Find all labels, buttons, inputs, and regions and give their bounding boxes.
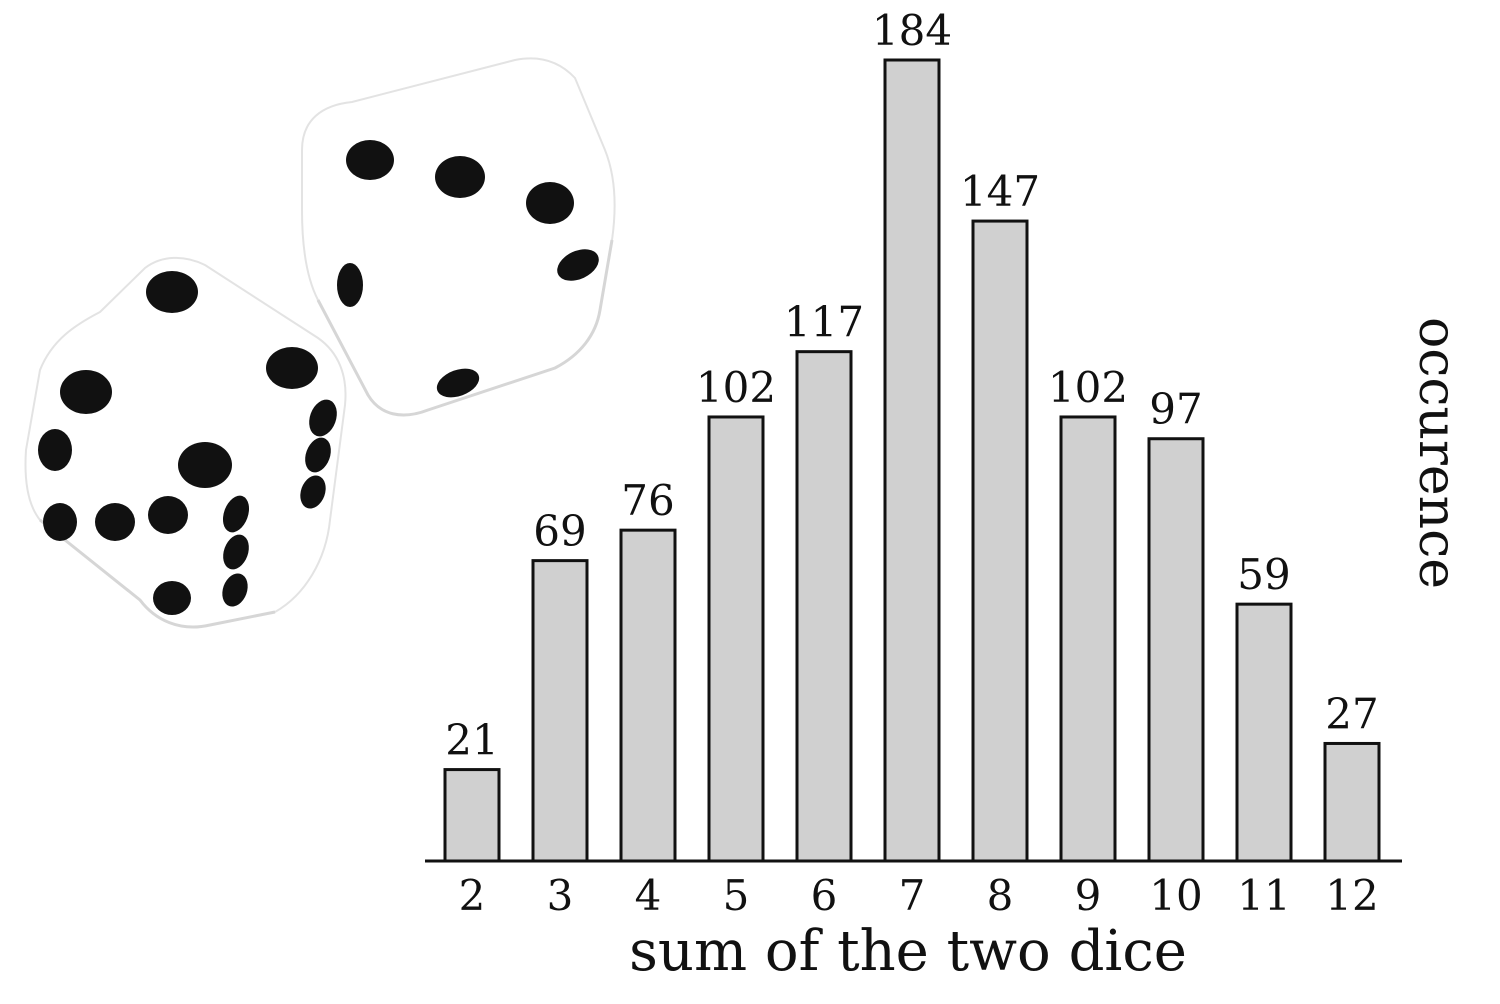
x-tick-4: 4 xyxy=(635,871,662,920)
data-label-11: 59 xyxy=(1237,550,1290,599)
bar-8 xyxy=(971,219,1029,863)
x-tick-11: 11 xyxy=(1237,871,1290,920)
bar-4 xyxy=(619,528,677,863)
data-label-12: 27 xyxy=(1325,689,1378,738)
bar-12 xyxy=(1323,741,1381,863)
data-label-8: 147 xyxy=(960,167,1040,216)
x-tick-10: 10 xyxy=(1149,871,1202,920)
bar-3 xyxy=(531,559,589,863)
bars-group xyxy=(443,58,1381,863)
data-label-9: 102 xyxy=(1048,363,1128,412)
bar-6 xyxy=(795,350,853,863)
x-tick-12: 12 xyxy=(1325,871,1378,920)
x-tick-8: 8 xyxy=(987,871,1014,920)
data-label-10: 97 xyxy=(1149,385,1202,434)
bar-2 xyxy=(443,768,501,863)
bar-5 xyxy=(707,415,765,863)
data-label-2: 21 xyxy=(445,716,498,765)
die-back-icon xyxy=(301,57,616,417)
x-tick-9: 9 xyxy=(1075,871,1102,920)
y-axis-title: occurence xyxy=(1407,317,1467,589)
x-tick-6: 6 xyxy=(811,871,838,920)
die-front-icon xyxy=(24,256,347,629)
bar-11 xyxy=(1235,602,1293,863)
x-axis-title: sum of the two dice xyxy=(629,919,1187,984)
data-label-3: 69 xyxy=(533,507,586,556)
x-tick-2: 2 xyxy=(459,871,486,920)
x-tick-7: 7 xyxy=(899,871,926,920)
bar-9 xyxy=(1059,415,1117,863)
data-label-7: 184 xyxy=(872,6,952,55)
data-label-5: 102 xyxy=(696,363,776,412)
bar-10 xyxy=(1147,437,1205,863)
data-label-6: 117 xyxy=(784,298,864,347)
data-label-4: 76 xyxy=(621,476,674,525)
bar-7 xyxy=(883,58,941,863)
x-tick-labels-group: 2 3 4 5 6 7 8 9 10 11 12 xyxy=(459,871,1379,920)
two-dice-icon xyxy=(24,57,616,629)
x-tick-5: 5 xyxy=(723,871,750,920)
x-tick-3: 3 xyxy=(547,871,574,920)
